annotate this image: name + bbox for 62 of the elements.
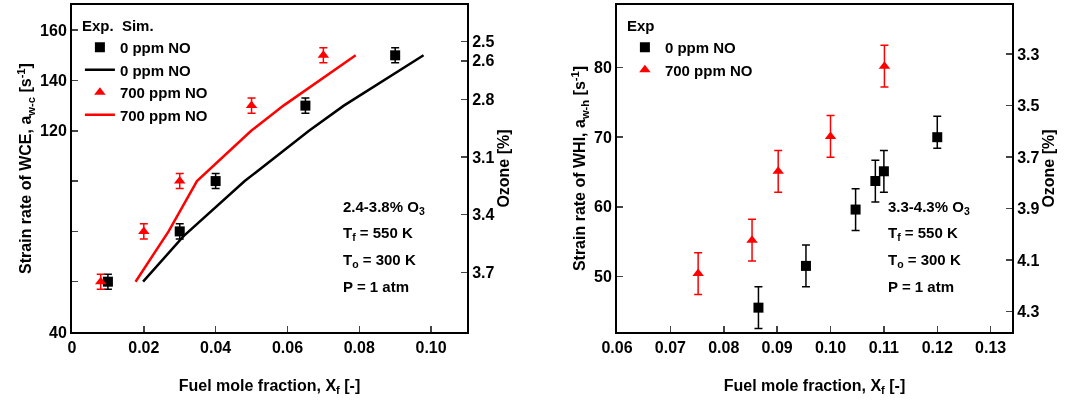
point [932,132,943,143]
y2-tick-label: 3.7 [472,263,495,281]
point [870,176,881,187]
legend-label: 0 ppm NO [119,39,192,57]
y2-tick-label: 2.5 [472,33,495,51]
x-tick-label: 0.08 [708,339,740,357]
point [800,260,811,271]
y2-tick-label: 2.6 [472,52,495,70]
legend-label: 700 ppm NO [119,84,208,102]
point [850,204,861,215]
x-tick-label: 0.02 [128,339,160,357]
legend-label: 0 ppm NO [119,61,192,79]
x-tick-label: 0.07 [654,339,687,357]
point [692,268,704,277]
y2-tick-label: 4.1 [1017,251,1040,269]
y2-axis-title: Ozone [%] [1039,129,1057,208]
point [210,176,221,187]
annotation: T$_{f}$ = 550 K [888,224,958,244]
legend-label: 0 ppm NO [664,39,737,57]
x-tick-label: 0 [67,339,77,357]
legend-title: Exp. Sim. [81,17,154,35]
x-tick-label: 0.08 [343,339,375,357]
y2-tick-label: 3.3 [1017,45,1040,63]
y-tick-label: 60 [594,198,612,216]
x-tick-label: 0.04 [200,339,232,357]
y-tick-label: 40 [49,323,67,341]
x-tick-label: 0.13 [975,339,1007,357]
x-tick-label: 0.10 [814,339,847,357]
x-tick-label: 0.10 [415,339,447,357]
x-axis-title: Fuel mole fraction, X$_{f}$ [-] [723,377,906,397]
point [878,166,889,177]
y2-tick-label: 3.1 [472,148,495,166]
y2-axis-title: Ozone [%] [494,129,512,208]
y2-tick-label: 3.7 [1017,148,1040,166]
y-tick-label: 160 [40,21,67,39]
point [753,302,764,313]
y2-tick-label: 4.3 [1017,303,1040,320]
annotation: 3.3-4.3% O$_{3}$ [888,198,970,218]
annotation: 2.4-3.8% O$_{3}$ [343,198,425,218]
y-tick-label: 70 [594,128,612,146]
y-tick-label: 50 [594,267,612,285]
annotation: T$_{o}$ = 300 K [888,251,961,271]
annotation: P = 1 atm [343,278,410,295]
x-tick-label: 0.06 [271,339,304,357]
y-tick-label: 120 [40,122,67,140]
x-tick-label: 0.06 [601,339,633,357]
x-axis-title: Fuel mole fraction, X$_{f}$ [-] [178,377,361,397]
y2-tick-label: 3.9 [1017,200,1040,218]
x-tick-label: 0.11 [868,339,900,357]
y2-tick-label: 3.4 [472,206,495,224]
legend-label: 700 ppm NO [664,61,753,79]
y2-tick-label: 2.8 [472,90,495,108]
y2-tick-label: 3.5 [1017,97,1040,115]
x-tick-label: 0.09 [761,339,793,357]
x-tick-label: 0.12 [921,339,953,357]
annotation: T$_{f}$ = 550 K [343,224,413,244]
annotation: T$_{o}$ = 300 K [343,251,416,271]
annotation: P = 1 atm [888,278,955,295]
legend-label: 700 ppm NO [119,106,208,124]
y-tick-label: 80 [594,59,612,77]
y-tick-label: 140 [40,72,67,90]
legend-title: Exp [626,17,655,35]
